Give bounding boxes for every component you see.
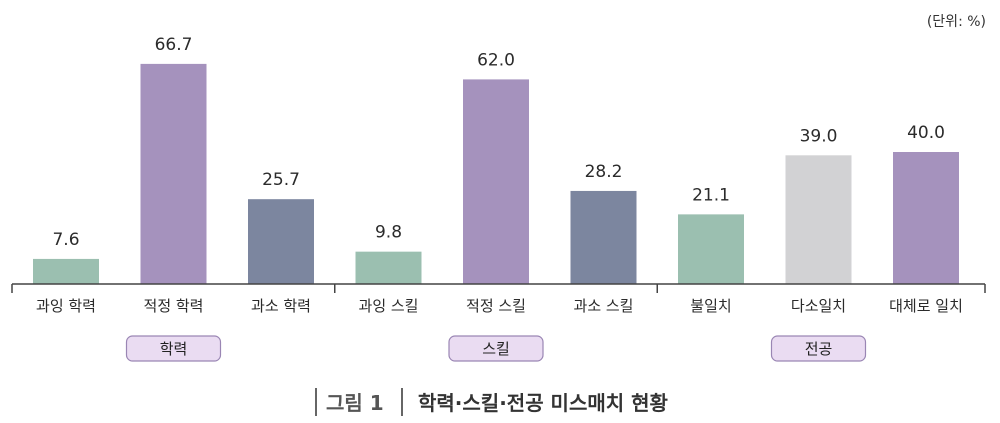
group-label: 스킬 <box>482 340 510 358</box>
group-label-pill <box>770 335 867 362</box>
category-tick-label: 적정 스킬 <box>466 297 526 315</box>
group-label-pill <box>448 335 544 362</box>
bars-layer <box>33 63 959 285</box>
bar <box>355 251 422 284</box>
x-axis <box>11 283 986 293</box>
data-label: 62.0 <box>477 50 515 70</box>
data-label: 9.8 <box>375 223 402 243</box>
data-label: 25.7 <box>262 170 300 190</box>
labels-layer: 7.6 과잉 학력 66.7 적정 학력 25.7 과소 학력 9.8 과잉 스킬 62.0 적정… <box>36 35 963 315</box>
bar <box>785 155 852 284</box>
bar <box>140 63 207 284</box>
category-tick-label: 과소 스킬 <box>574 297 634 315</box>
category-tick-label: 과소 학력 <box>251 297 311 315</box>
bar <box>570 190 637 284</box>
category-tick-label: 다소일치 <box>791 297 846 315</box>
caption-title: 학력·스킬·전공 미스매치 현황 <box>418 391 669 415</box>
bar <box>678 214 744 284</box>
data-label: 39.0 <box>800 126 838 146</box>
category-tick-label: 과잉 학력 <box>36 297 96 315</box>
data-label: 21.1 <box>692 185 730 205</box>
category-tick-label: 불일치 <box>690 297 731 315</box>
figure-caption: 그림 1 학력·스킬·전공 미스매치 현황 <box>315 388 669 416</box>
bar <box>463 79 529 285</box>
caption-prefix: 그림 1 <box>326 391 384 415</box>
bar <box>248 199 314 284</box>
data-label: 28.2 <box>585 162 623 182</box>
bar <box>33 258 99 284</box>
data-label: 66.7 <box>155 35 193 55</box>
data-label: 40.0 <box>907 123 945 143</box>
data-label: 7.6 <box>52 230 79 250</box>
group-label: 학력 <box>160 340 188 358</box>
category-tick-label: 과잉 스킬 <box>359 297 419 315</box>
bar <box>893 152 959 284</box>
category-tick-label: 적정 학력 <box>144 297 204 315</box>
group-label-pill <box>125 335 222 362</box>
group-label: 전공 <box>805 340 833 358</box>
group-labels: 학력 스킬 전공 <box>125 335 867 362</box>
unit-label: (단위: %) <box>927 14 986 30</box>
category-tick-label: 대체로 일치 <box>889 297 963 315</box>
